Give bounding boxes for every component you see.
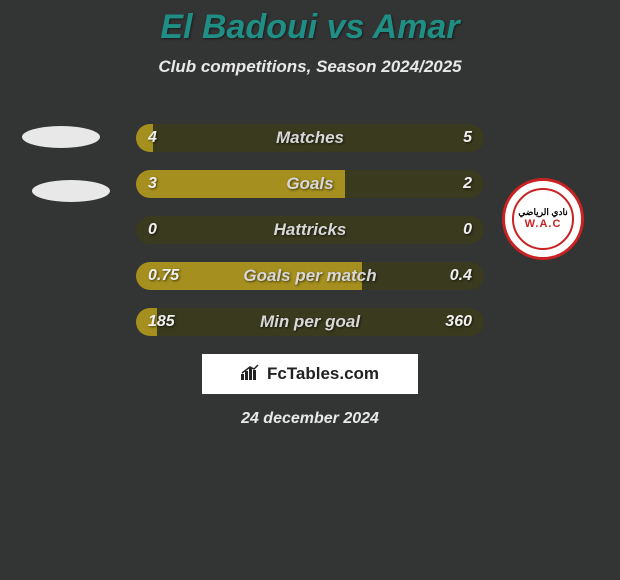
club-badge-latin: W.A.C [525, 219, 562, 230]
stat-row: 3 2 Goals [136, 170, 484, 198]
stat-label: Hattricks [274, 220, 347, 240]
stat-value-right: 360 [445, 313, 472, 331]
fctables-label: FcTables.com [267, 364, 379, 384]
stat-value-left: 4 [148, 129, 157, 147]
stat-label: Goals [286, 174, 333, 194]
stat-label: Goals per match [243, 266, 376, 286]
stat-value-right: 2 [463, 175, 472, 193]
stat-label: Min per goal [260, 312, 360, 332]
stat-row: 0.75 0.4 Goals per match [136, 262, 484, 290]
club-badge: نادي الرياضي W.A.C [502, 178, 584, 260]
stat-row: 4 5 Matches [136, 124, 484, 152]
fctables-attribution[interactable]: FcTables.com [202, 354, 418, 394]
stat-value-right: 0.4 [450, 267, 472, 285]
chart-icon [241, 364, 261, 385]
stat-value-left: 0.75 [148, 267, 179, 285]
stat-row: 185 360 Min per goal [136, 308, 484, 336]
club-badge-arabic: نادي الرياضي [518, 208, 567, 217]
page-title: El Badoui vs Amar [0, 0, 620, 47]
date-text: 24 december 2024 [0, 410, 620, 428]
subtitle: Club competitions, Season 2024/2025 [0, 57, 620, 77]
club-badge-inner: نادي الرياضي W.A.C [512, 188, 574, 250]
stat-value-left: 185 [148, 313, 175, 331]
player-avatar-placeholder-1 [22, 126, 100, 148]
stat-value-right: 5 [463, 129, 472, 147]
player-avatar-placeholder-2 [32, 180, 110, 202]
stat-row: 0 0 Hattricks [136, 216, 484, 244]
stat-value-right: 0 [463, 221, 472, 239]
stats-bars: 4 5 Matches 3 2 Goals 0 0 Hattricks 0.75 0.4 Goals … [136, 124, 484, 354]
stat-label: Matches [276, 128, 344, 148]
stat-value-left: 0 [148, 221, 157, 239]
stat-value-left: 3 [148, 175, 157, 193]
